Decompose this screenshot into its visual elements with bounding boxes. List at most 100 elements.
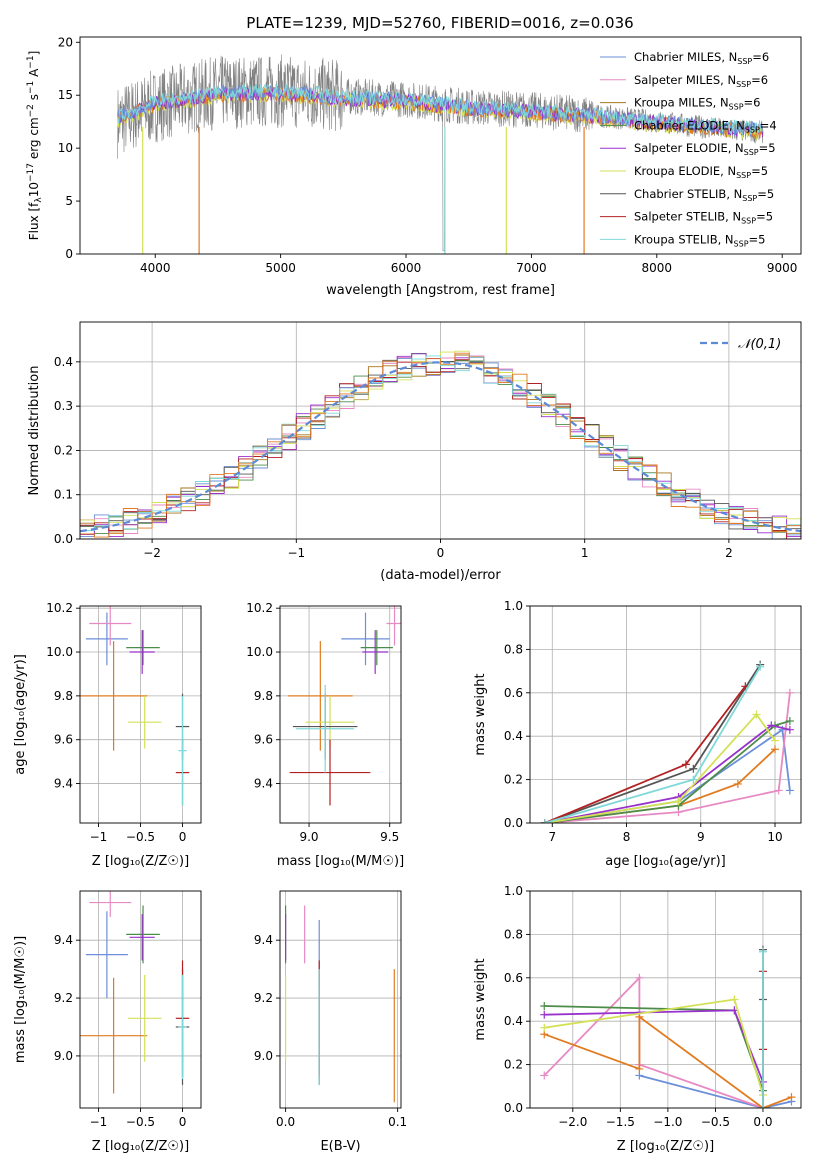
y-tick-label: 0.0	[54, 532, 73, 546]
y-tick-label: 9.2	[54, 991, 73, 1005]
weight-line	[544, 685, 747, 823]
x-tick-label: −1.5	[606, 1115, 635, 1129]
axes-age-vs-Z: −1 −0.5 0 9.4 9.6 9.8 10.0 10.2 Z [log₁₀(Z/Z☉)] a…	[13, 601, 202, 869]
x-tick-label: 8000	[642, 261, 673, 275]
y-tick-label: 0.2	[54, 443, 73, 457]
legend: Chabrier MILES, NSSP=6 Salpeter MILES, NS…	[600, 50, 777, 248]
x-tick-label: 9	[697, 830, 705, 844]
y-tick-label: 0.0	[504, 816, 523, 830]
plot-area	[117, 54, 764, 254]
x-tick-label: −1	[287, 546, 305, 560]
y-tick-label: 0.1	[54, 488, 73, 502]
x-axis-label: age [log₁₀(age/yr)]	[605, 854, 726, 869]
y-tick-label: 20	[58, 35, 73, 49]
weight-line	[544, 692, 791, 823]
spectrum-model-line	[117, 82, 764, 135]
y-tick-label: 10.0	[246, 645, 273, 659]
y-tick-label: 0.2	[504, 1058, 523, 1072]
axes-frame	[529, 890, 802, 1109]
legend-label: Salpeter ELODIE, NSSP=5	[634, 141, 776, 157]
x-axis-label: Z [log₁₀(Z/Z☉)]	[92, 1139, 189, 1154]
y-tick-label: 9.6	[54, 733, 73, 747]
plot-area	[80, 891, 190, 1094]
x-tick-label: 9000	[767, 261, 798, 275]
x-tick-label: 10	[767, 830, 782, 844]
y-tick-label: 15	[58, 88, 73, 102]
weight-marker	[733, 779, 742, 788]
y-tick-label: 9.0	[254, 1049, 273, 1063]
y-tick-label: 9.4	[54, 777, 73, 791]
weight-marker	[785, 786, 794, 795]
weight-marker	[756, 662, 765, 671]
x-tick-label: −0.5	[126, 830, 155, 844]
weight-marker	[771, 736, 780, 745]
x-axis-label: Z [log₁₀(Z/Z☉)]	[617, 1139, 714, 1154]
axes-mass-weight-vs-age: 7 8 9 10 0.0 0.2 0.4 0.6 0.8 1.0 age [log₁₀(age/yr…	[473, 599, 802, 869]
x-tick-label: 0	[437, 546, 445, 560]
weight-marker	[635, 973, 644, 982]
legend-label: Kroupa STELIB, NSSP=5	[634, 232, 765, 248]
x-tick-label: −1.0	[653, 1115, 682, 1129]
axes-frame	[529, 605, 802, 824]
y-tick-label: 10.0	[46, 645, 73, 659]
legend-label: Chabrier ELODIE, NSSP=4	[634, 118, 777, 134]
y-axis-label: age [log₁₀(age/yr)]	[13, 654, 28, 775]
weight-line	[544, 748, 776, 823]
x-tick-label: 0.0	[753, 1115, 772, 1129]
plot-area	[80, 350, 801, 539]
weight-marker	[540, 1002, 549, 1011]
weight-marker	[758, 1104, 767, 1108]
weight-line	[544, 724, 791, 823]
x-axis-label: wavelength [Angstrom, rest frame]	[326, 283, 555, 298]
axes-spectrum: 4000 5000 6000 7000 8000 9000 0 5 10 15 20 waveleng…	[26, 35, 802, 298]
y-tick-label: 0.6	[504, 686, 523, 700]
y-tick-label: 10.2	[246, 601, 273, 615]
weight-marker	[771, 745, 780, 754]
weight-marker	[785, 688, 794, 697]
legend-label: 𝒩(0,1)	[738, 337, 781, 352]
weight-marker	[689, 764, 698, 773]
x-tick-label: 0.0	[276, 1115, 295, 1129]
x-tick-label: −0.5	[126, 1115, 155, 1129]
weight-marker	[635, 1064, 644, 1073]
x-axis-label: (data-model)/error	[380, 568, 501, 583]
legend-label: Salpeter MILES, NSSP=6	[634, 73, 768, 89]
y-tick-label: 9.4	[254, 777, 273, 791]
x-tick-label: −0.5	[701, 1115, 730, 1129]
histogram-step	[80, 352, 801, 538]
x-tick-label: 6000	[391, 261, 422, 275]
weight-marker	[752, 710, 761, 719]
y-tick-label: 1.0	[504, 599, 523, 613]
y-axis-label: mass weight	[473, 673, 488, 755]
y-tick-label: 0.8	[504, 642, 523, 656]
x-axis-label: Z [log₁₀(Z/Z☉)]	[92, 854, 189, 869]
weight-marker	[758, 947, 767, 956]
y-tick-label: 1.0	[504, 884, 523, 898]
y-tick-label: 0.4	[504, 729, 523, 743]
x-tick-label: 1	[581, 546, 589, 560]
y-axis-label: Flux [fλ10−17 erg cm−2 s−1 A−1]	[26, 51, 44, 241]
weight-marker	[540, 1023, 549, 1032]
x-tick-label: 7	[548, 830, 556, 844]
weight-line	[543, 975, 764, 1108]
y-tick-label: 9.4	[54, 933, 73, 947]
y-tick-label: 0.3	[54, 399, 73, 413]
gaussian-reference-curve	[80, 361, 801, 533]
y-tick-label: 9.2	[254, 991, 273, 1005]
legend-label: Chabrier MILES, NSSP=6	[634, 50, 769, 66]
weight-marker	[767, 721, 776, 730]
weight-marker	[540, 1071, 549, 1080]
weight-line	[639, 1074, 792, 1108]
x-tick-label: −1	[90, 830, 108, 844]
y-tick-label: 10	[58, 141, 73, 155]
y-tick-label: 9.8	[254, 689, 273, 703]
y-tick-label: 0.4	[54, 355, 73, 369]
axes-mass-vs-Z: −1 −0.5 0 9.0 9.2 9.4 Z [log₁₀(Z/Z☉)] mass [log…	[13, 890, 202, 1154]
x-tick-label: 0	[179, 1115, 187, 1129]
y-tick-label: 0.2	[504, 773, 523, 787]
weight-marker	[540, 1010, 549, 1019]
axes-mass-vs-ebv: 0.0 0.1 9.0 9.2 9.4 E(B-V)	[254, 890, 407, 1154]
weight-marker	[774, 786, 783, 795]
y-tick-label: 0.6	[504, 971, 523, 985]
